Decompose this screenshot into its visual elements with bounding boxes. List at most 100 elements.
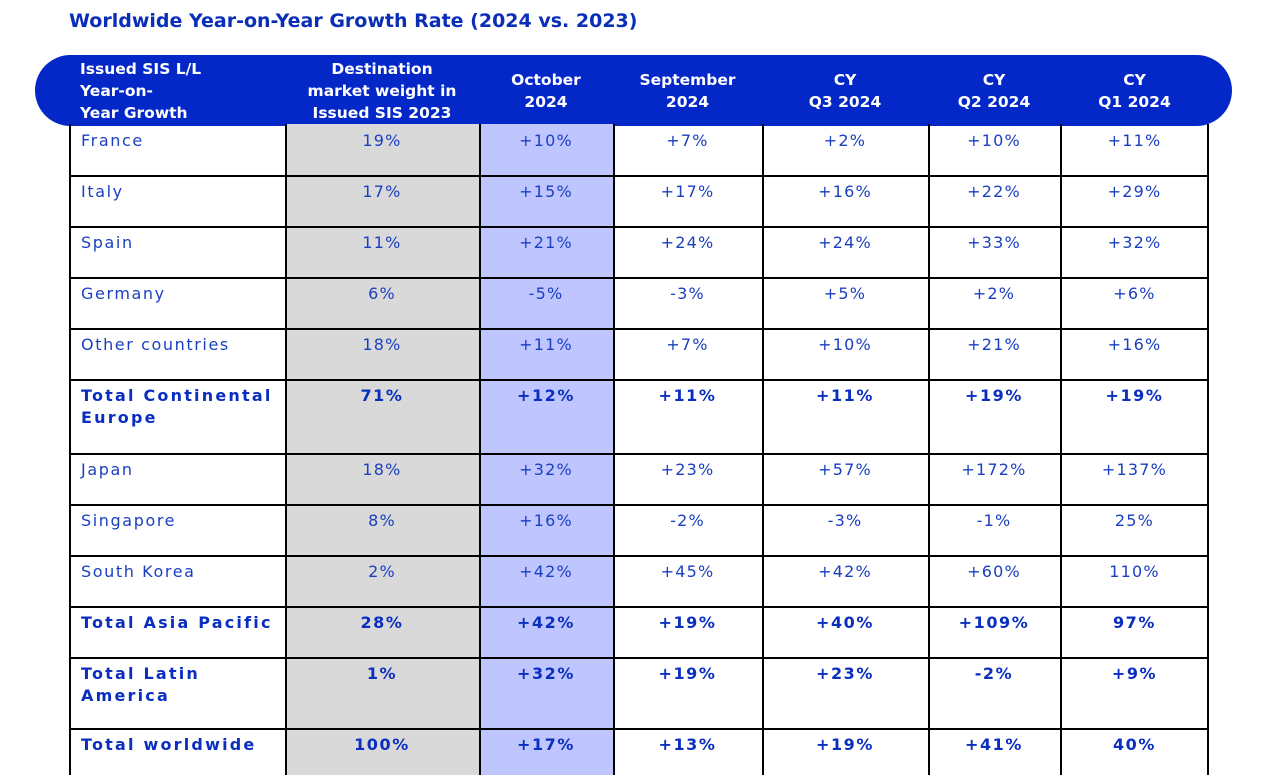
header-line: market weight in <box>307 81 457 100</box>
table-cell: +40% <box>815 613 875 632</box>
row-divider <box>69 453 1209 455</box>
header-line: 2024 <box>665 92 710 111</box>
row-label: Total Asia Pacific <box>81 613 273 632</box>
table-cell: +29% <box>1107 182 1162 201</box>
table-cell: +19% <box>658 613 717 632</box>
table-cell: +2% <box>823 131 867 150</box>
table-cell: +13% <box>658 735 717 754</box>
header-october-2024: October 2024 <box>479 55 613 126</box>
header-row-label: Issued SIS L/L Year-on- Year Growth <box>69 55 285 126</box>
column-divider <box>1207 124 1209 775</box>
table-cell: +17% <box>660 182 715 201</box>
table-cell: 11% <box>362 233 402 252</box>
table-cell: +6% <box>1113 284 1156 303</box>
table-cell: -2% <box>670 511 705 530</box>
october-column-highlight <box>479 124 613 775</box>
table-cell: 1% <box>366 664 398 683</box>
header-cy-q1-2024: CY Q1 2024 <box>1060 55 1209 126</box>
table-cell: -1% <box>976 511 1012 530</box>
row-label: Spain <box>81 233 134 252</box>
header-line: 2024 <box>524 92 568 111</box>
column-divider <box>69 124 71 775</box>
table-cell: +16% <box>519 511 573 530</box>
row-label: Germany <box>81 284 166 303</box>
table-cell: +11% <box>519 335 573 354</box>
table-cell: +16% <box>818 182 872 201</box>
table-cell: +19% <box>815 735 875 754</box>
header-line: Destination <box>331 59 433 78</box>
table-cell: +11% <box>815 386 875 405</box>
table-cell: +57% <box>818 460 872 479</box>
table-cell: +24% <box>818 233 872 252</box>
table-cell: +10% <box>818 335 872 354</box>
table-cell: 6% <box>368 284 396 303</box>
header-line: CY <box>1123 70 1146 89</box>
header-line: CY <box>833 70 857 89</box>
row-divider <box>69 555 1209 557</box>
header-line: Year-on- <box>80 81 153 100</box>
row-divider <box>69 379 1209 381</box>
table-cell: +109% <box>958 613 1030 632</box>
column-divider <box>285 124 287 775</box>
table-cell: +137% <box>1101 460 1168 479</box>
column-divider <box>479 124 481 775</box>
row-divider <box>69 606 1209 608</box>
table-header-band <box>35 55 1232 126</box>
column-divider <box>762 124 764 775</box>
table-cell: +17% <box>516 735 576 754</box>
table-cell: +172% <box>961 460 1027 479</box>
header-line: September <box>639 70 736 89</box>
table-cell: 28% <box>360 613 404 632</box>
header-line: Q3 2024 <box>808 92 882 111</box>
table-cell: -2% <box>974 664 1014 683</box>
row-divider <box>69 728 1209 730</box>
table-cell: +10% <box>519 131 573 150</box>
table-cell: +41% <box>964 735 1024 754</box>
row-label: Other countries <box>81 335 230 354</box>
row-divider <box>69 175 1209 177</box>
table-cell: +19% <box>1105 386 1164 405</box>
table-cell: -3% <box>670 284 705 303</box>
table-cell: +16% <box>1107 335 1162 354</box>
row-label: Total worldwide <box>81 735 257 754</box>
table-cell: +15% <box>519 182 573 201</box>
column-divider <box>613 124 615 775</box>
table-cell: +22% <box>967 182 1021 201</box>
row-divider <box>69 657 1209 659</box>
table-cell: +21% <box>519 233 573 252</box>
table-cell: +33% <box>967 233 1021 252</box>
row-label: Total Continental Europe <box>81 386 273 427</box>
table-cell: +11% <box>658 386 717 405</box>
document-title: Worldwide Year-on-Year Growth Rate (2024… <box>69 10 638 32</box>
row-label: Japan <box>81 460 134 479</box>
table-cell: +60% <box>967 562 1021 581</box>
table-cell: -5% <box>528 284 564 303</box>
table-cell: +24% <box>660 233 715 252</box>
table-cell: 17% <box>362 182 402 201</box>
table-cell: 71% <box>360 386 404 405</box>
table-cell: +5% <box>823 284 867 303</box>
table-cell: 25% <box>1114 511 1155 530</box>
row-label: France <box>81 131 144 150</box>
table-cell: +19% <box>964 386 1024 405</box>
table-cell: 8% <box>368 511 396 530</box>
table-cell: +7% <box>666 335 709 354</box>
table-cell: 40% <box>1112 735 1157 754</box>
table-cell: +42% <box>519 562 573 581</box>
table-cell: +9% <box>1111 664 1158 683</box>
table-cell: +7% <box>666 131 709 150</box>
row-label: Italy <box>81 182 124 201</box>
header-line: Year Growth <box>80 103 188 122</box>
table-cell: 110% <box>1109 562 1160 581</box>
market-weight-column-bg <box>285 124 479 775</box>
column-divider <box>1060 124 1062 775</box>
header-cy-q2-2024: CY Q2 2024 <box>928 55 1060 126</box>
row-divider <box>69 328 1209 330</box>
table-cell: 97% <box>1112 613 1157 632</box>
row-divider <box>69 226 1209 228</box>
row-divider <box>69 504 1209 506</box>
header-line: Q2 2024 <box>957 92 1031 111</box>
header-cy-q3-2024: CY Q3 2024 <box>762 55 928 126</box>
table-cell: +23% <box>815 664 875 683</box>
